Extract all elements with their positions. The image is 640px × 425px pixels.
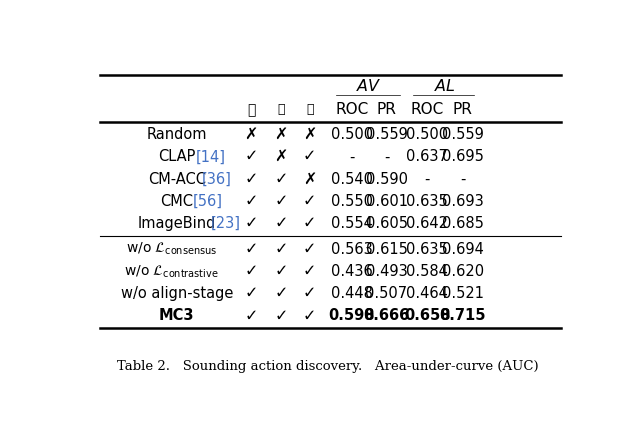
Text: 0.635: 0.635 — [406, 242, 448, 257]
Text: ✓: ✓ — [274, 194, 287, 209]
Text: ✓: ✓ — [303, 194, 316, 209]
Text: CMC: CMC — [160, 194, 193, 209]
Text: 0.493: 0.493 — [365, 264, 408, 279]
Text: 0.605: 0.605 — [365, 216, 408, 231]
Text: PR: PR — [376, 102, 396, 117]
Text: ✗: ✗ — [274, 127, 287, 142]
Text: 0.598: 0.598 — [328, 309, 375, 323]
Text: ✗: ✗ — [303, 127, 316, 142]
Text: 0.695: 0.695 — [442, 149, 484, 164]
Text: 0.464: 0.464 — [406, 286, 448, 301]
Text: 0.540: 0.540 — [331, 172, 373, 187]
Text: ROC: ROC — [335, 102, 369, 117]
Text: ✓: ✓ — [303, 309, 316, 323]
Text: 0.507: 0.507 — [365, 286, 408, 301]
Text: ✓: ✓ — [303, 216, 316, 231]
Text: 0.500: 0.500 — [406, 127, 448, 142]
Text: 0.694: 0.694 — [442, 242, 484, 257]
Text: Random: Random — [147, 127, 207, 142]
Text: 0.715: 0.715 — [440, 309, 486, 323]
Text: CLAP: CLAP — [158, 149, 195, 164]
Text: ✓: ✓ — [244, 264, 258, 279]
Text: ✓: ✓ — [274, 309, 287, 323]
Text: ✓: ✓ — [244, 286, 258, 301]
Text: -: - — [349, 149, 355, 164]
Text: w/o $\mathcal{L}_{\mathrm{contrastive}}$: w/o $\mathcal{L}_{\mathrm{contrastive}}$ — [124, 263, 219, 280]
Text: -: - — [384, 149, 389, 164]
Text: [36]: [36] — [202, 172, 232, 187]
Text: 0.584: 0.584 — [406, 264, 448, 279]
Text: 0.693: 0.693 — [442, 194, 484, 209]
Text: 0.637: 0.637 — [406, 149, 448, 164]
Text: 🖼: 🖼 — [306, 103, 314, 116]
Text: 0.642: 0.642 — [406, 216, 448, 231]
Text: ✓: ✓ — [303, 264, 316, 279]
Text: w/o $\mathcal{L}_{\mathrm{consensus}}$: w/o $\mathcal{L}_{\mathrm{consensus}}$ — [126, 241, 218, 257]
Text: 0.635: 0.635 — [406, 194, 448, 209]
Text: ✗: ✗ — [274, 149, 287, 164]
Text: ✓: ✓ — [274, 264, 287, 279]
Text: 0.559: 0.559 — [442, 127, 484, 142]
Text: 0.500: 0.500 — [331, 127, 373, 142]
Text: 0.563: 0.563 — [331, 242, 372, 257]
Text: $AV$: $AV$ — [356, 78, 382, 94]
Text: ✗: ✗ — [244, 127, 258, 142]
Text: MC3: MC3 — [159, 309, 195, 323]
Text: 0.666: 0.666 — [364, 309, 410, 323]
Text: w/o align-stage: w/o align-stage — [120, 286, 233, 301]
Text: 0.658: 0.658 — [404, 309, 451, 323]
Text: 🔊: 🔊 — [247, 103, 255, 117]
Text: 0.601: 0.601 — [365, 194, 408, 209]
Text: 0.685: 0.685 — [442, 216, 484, 231]
Text: ✓: ✓ — [274, 242, 287, 257]
Text: 0.550: 0.550 — [331, 194, 373, 209]
Text: ✓: ✓ — [303, 149, 316, 164]
Text: -: - — [424, 172, 430, 187]
Text: 📹: 📹 — [277, 103, 285, 116]
Text: ✓: ✓ — [244, 242, 258, 257]
Text: ✓: ✓ — [303, 286, 316, 301]
Text: 0.615: 0.615 — [365, 242, 408, 257]
Text: 0.559: 0.559 — [365, 127, 408, 142]
Text: 0.590: 0.590 — [365, 172, 408, 187]
Text: ImageBind: ImageBind — [138, 216, 216, 231]
Text: ROC: ROC — [411, 102, 444, 117]
Text: Table 2.   Sounding action discovery.   Area-under-curve (AUC): Table 2. Sounding action discovery. Area… — [117, 360, 539, 373]
Text: ✓: ✓ — [244, 216, 258, 231]
Text: [23]: [23] — [211, 216, 241, 231]
Text: ✓: ✓ — [244, 172, 258, 187]
Text: PR: PR — [453, 102, 473, 117]
Text: $AL$: $AL$ — [434, 78, 456, 94]
Text: 0.620: 0.620 — [442, 264, 484, 279]
Text: 0.436: 0.436 — [331, 264, 372, 279]
Text: ✓: ✓ — [244, 309, 258, 323]
Text: [14]: [14] — [196, 149, 226, 164]
Text: ✓: ✓ — [274, 216, 287, 231]
Text: -: - — [460, 172, 465, 187]
Text: 0.448: 0.448 — [331, 286, 372, 301]
Text: ✗: ✗ — [303, 172, 316, 187]
Text: ✓: ✓ — [244, 149, 258, 164]
Text: CM-ACC: CM-ACC — [148, 172, 205, 187]
Text: ✓: ✓ — [274, 172, 287, 187]
Text: [56]: [56] — [193, 194, 223, 209]
Text: ✓: ✓ — [303, 242, 316, 257]
Text: 0.554: 0.554 — [331, 216, 372, 231]
Text: ✓: ✓ — [274, 286, 287, 301]
Text: 0.521: 0.521 — [442, 286, 484, 301]
Text: ✓: ✓ — [244, 194, 258, 209]
